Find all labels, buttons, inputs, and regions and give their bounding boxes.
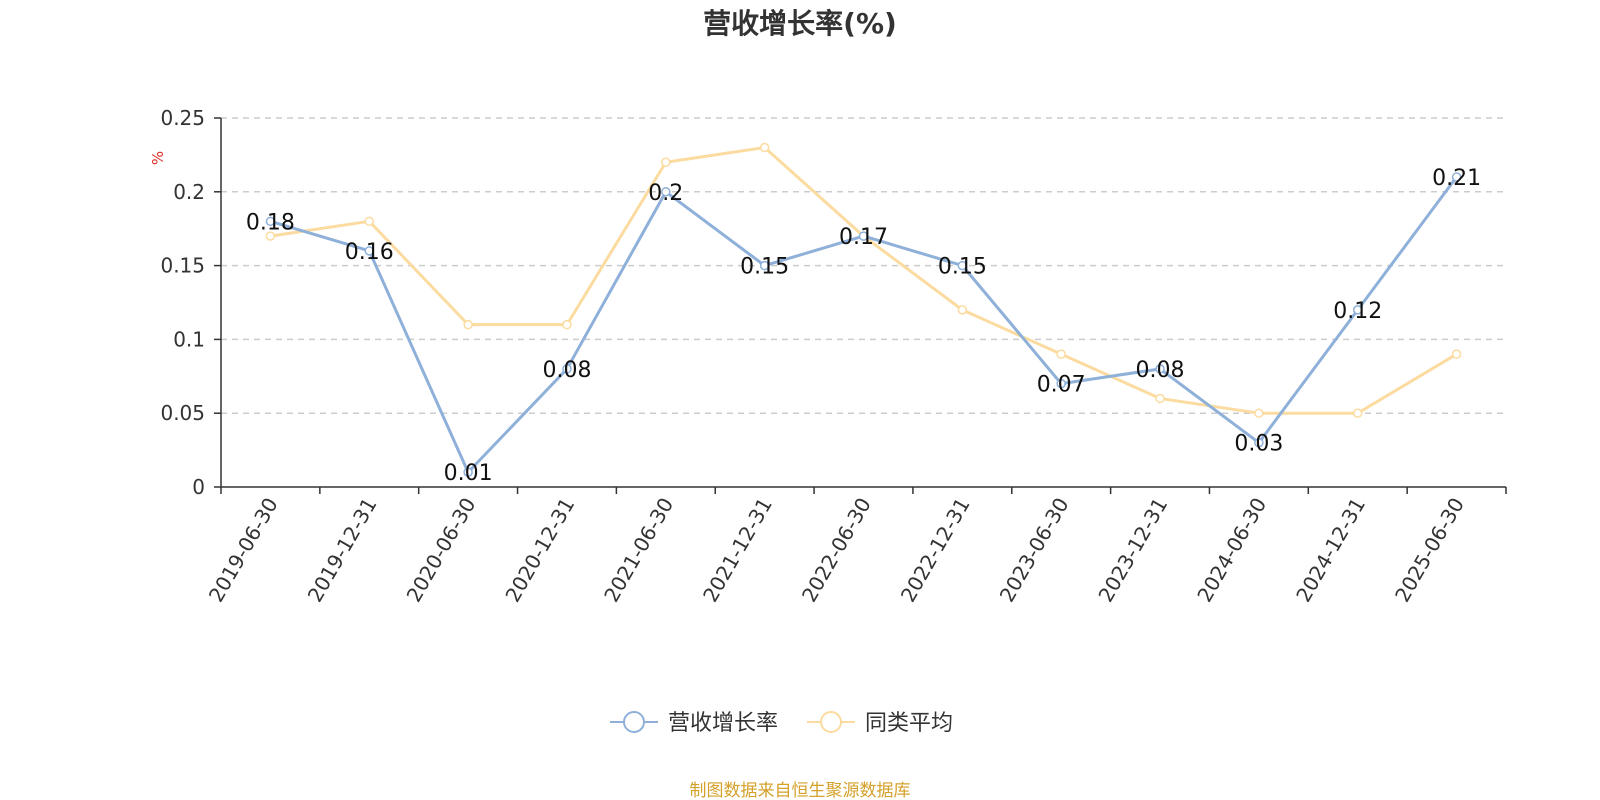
data-point [1451,172,1462,182]
x-tick-label: 2022-12-31 [896,494,975,607]
x-tick-label: 2023-06-30 [995,494,1074,607]
x-tick-label: 2020-12-31 [500,494,579,607]
data-label: 0.17 [839,225,888,250]
data-point [957,305,968,315]
data-label: 0.21 [1432,166,1481,191]
data-point [463,467,473,477]
data-label: 0.15 [938,255,987,280]
y-tick-label: 0.25 [160,106,205,130]
legend: 营收增长率 同类平均 [610,711,953,736]
legend-label: 营收增长率 [668,711,778,736]
x-tick-label: 2019-12-31 [303,494,382,607]
y-tick-label: 0.1 [173,327,205,351]
x-tick-label: 2020-06-30 [402,493,481,606]
series-line-peer-average [268,146,1459,415]
data-label: 0.2 [648,181,683,206]
legend-item: 同类平均 [807,711,953,736]
y-tick-label: 0 [192,475,205,499]
axis-layer: 0 0.05 0.1 0.15 0.2 0.25 2019-06-30 2019-12-31 2… [160,106,1507,607]
x-tick-label: 2025-06-30 [1390,494,1469,607]
data-point [463,319,473,330]
data-point [1254,437,1264,448]
data-label: 0.12 [1333,299,1382,324]
data-label: 0.08 [1136,358,1185,383]
x-tick-label: 2023-12-31 [1093,494,1172,607]
data-point [661,157,671,168]
legend-item: 营收增长率 [610,711,778,736]
data-label: 0.07 [1037,373,1086,398]
data-label: 0.03 [1234,432,1283,457]
x-tick-label: 2024-12-31 [1291,494,1370,607]
chart-title: 营收增长率(%) [703,7,897,40]
data-point [1254,408,1264,418]
data-point [661,187,671,197]
legend-circle-marker [623,711,645,733]
x-tick-label: 2021-12-31 [698,494,777,607]
data-label: 0.18 [246,210,295,235]
data-label-layer: 0.18 0.16 0.01 0.08 0.2 0.15 0.17 0.15 0.07 0.08 0… [246,166,1481,486]
data-label: 0.08 [542,358,591,383]
data-point [562,319,572,330]
data-point [265,216,276,227]
data-point [1352,408,1363,418]
legend-label: 同类平均 [865,711,953,736]
data-point [1155,393,1165,404]
data-label: 0.01 [444,461,493,486]
data-point [1056,349,1066,359]
legend-circle-marker [820,711,842,733]
data-point [759,260,770,271]
data-label: 0.15 [740,255,789,280]
x-tick-label: 2022-06-30 [797,494,876,607]
x-tick-label: 2019-06-30 [204,494,283,607]
x-tick-label: 2021-06-30 [599,494,678,607]
y-unit-label: % [149,151,167,165]
source-note: 制图数据来自恒生聚源数据库 [690,781,911,800]
x-tick-label: 2024-06-30 [1192,494,1271,607]
data-point [1352,305,1363,315]
series-line-revenue-growth [268,175,1459,474]
data-point [1155,364,1165,374]
data-point [562,364,572,374]
data-point [759,142,770,153]
data-point [957,260,968,271]
y-tick-label: 0.2 [173,180,205,204]
series-layer [265,142,1462,477]
y-tick-label: 0.15 [160,254,205,278]
data-point [364,216,375,227]
y-tick-label: 0.05 [160,401,205,425]
data-point [364,246,375,256]
data-label: 0.16 [345,240,394,265]
data-point [1056,378,1066,389]
data-point [858,231,869,241]
data-point [1451,349,1462,359]
data-point [265,231,276,241]
